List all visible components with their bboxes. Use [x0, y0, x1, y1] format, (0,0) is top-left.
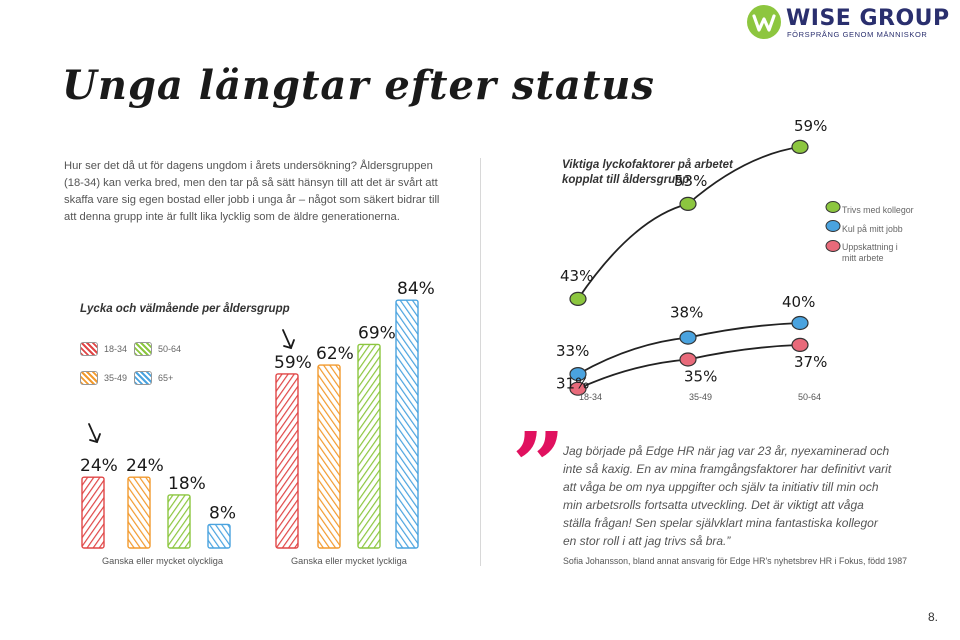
bar-value-label: 69% — [358, 323, 396, 343]
intro-paragraph: Hur ser det då ut för dagens ungdom i år… — [64, 160, 440, 223]
line-series-0 — [577, 146, 801, 300]
line-value-label: 59% — [794, 117, 827, 135]
bar-group-label-lyckliga: Ganska eller mycket lyckliga — [291, 556, 407, 566]
line-value-label: 35% — [684, 368, 717, 386]
line-value-label: 33% — [556, 342, 589, 360]
bar-value-label: 18% — [168, 474, 206, 494]
column-divider — [480, 158, 481, 566]
line-value-label: 53% — [674, 172, 707, 190]
line-legend-swatch — [825, 201, 841, 213]
bar-18-34-olyckliga — [81, 476, 105, 549]
legend-swatch-50-64 — [134, 342, 152, 356]
hand-arrow-icon — [88, 423, 101, 444]
legend-swatch-35-49 — [80, 371, 98, 385]
line-value-label: 31% — [556, 375, 589, 393]
logo-tagline: FÖRSPRÅNG GENOM MÄNNISKOR — [787, 30, 928, 39]
bar-group-label-olyckliga: Ganska eller mycket olyckliga — [102, 556, 224, 566]
line-x-label-18-34: 18-34 — [579, 392, 603, 402]
line-point — [679, 352, 697, 367]
bar-value-label: 8% — [209, 503, 236, 523]
page-number: 8. — [928, 610, 939, 624]
quote-attribution: Sofia Johansson, bland annat ansvarig fö… — [563, 556, 907, 566]
line-point — [569, 367, 587, 382]
line-point — [679, 330, 697, 345]
wise-group-logo: WISE GROUP FÖRSPRÅNG GENOM MÄNNISKOR — [746, 4, 956, 44]
line-value-label: 43% — [560, 267, 593, 285]
line-value-label: 37% — [794, 353, 827, 371]
line-point — [791, 139, 809, 154]
logo-mark-icon — [747, 5, 781, 39]
hand-arrow-icon — [282, 329, 295, 350]
legend-swatch-65-plus — [134, 371, 152, 385]
line-value-label: 38% — [670, 304, 703, 322]
line-legend-trivs: Trivs med kollegor — [842, 205, 914, 215]
line-point — [791, 337, 809, 352]
line-point — [791, 315, 809, 331]
legend-label-50-64: 50-64 — [158, 344, 182, 354]
bar-value-label: 62% — [316, 344, 354, 364]
line-point — [679, 196, 697, 211]
bar-value-label: 59% — [274, 353, 312, 373]
page-title: Unga längtar efter status — [62, 62, 655, 109]
line-point — [569, 381, 587, 396]
line-x-label-50-64: 50-64 — [798, 392, 822, 402]
bar-value-label: 84% — [397, 279, 435, 299]
bar-chart: 24% 24%18%8%59% 62%69%84% — [80, 279, 435, 549]
line-value-label: 40% — [782, 293, 815, 311]
legend-label-35-49: 35-49 — [104, 373, 128, 383]
quote-mark-icon: ” — [512, 412, 565, 520]
line-point — [569, 291, 587, 306]
bar-35-49-lyckliga — [317, 364, 341, 549]
bar-50-64-olyckliga — [167, 494, 191, 549]
logo-wordmark: WISE GROUP — [786, 6, 950, 31]
bar-18-34-lyckliga — [275, 373, 299, 549]
line-legend-swatch — [825, 220, 841, 232]
line-legend-kul: Kul på mitt jobb — [842, 224, 903, 234]
bar-value-label: 24% — [126, 456, 164, 476]
bar-value-label: 24% — [80, 456, 118, 476]
line-legend-uppskattning: Uppskattning i mitt arbete — [842, 242, 898, 263]
legend-label-65-plus: 65+ — [158, 373, 174, 383]
line-chart-title: Viktiga lyckofaktorer på arbetet kopplat… — [562, 159, 733, 186]
bar-50-64-lyckliga — [357, 343, 381, 549]
bar-65-plus-olyckliga — [207, 523, 231, 549]
bar-65-plus-lyckliga — [395, 299, 419, 549]
legend-label-18-34: 18-34 — [104, 344, 128, 354]
bar-chart-title: Lycka och välmående per åldersgrupp — [80, 303, 290, 315]
bar-35-49-olyckliga — [127, 476, 151, 549]
line-legend-swatch — [825, 240, 841, 252]
legend-swatch-18-34 — [80, 342, 98, 356]
line-x-label-35-49: 35-49 — [689, 392, 713, 402]
quote-text: Jag började på Edge HR när jag var 23 år… — [563, 444, 892, 548]
